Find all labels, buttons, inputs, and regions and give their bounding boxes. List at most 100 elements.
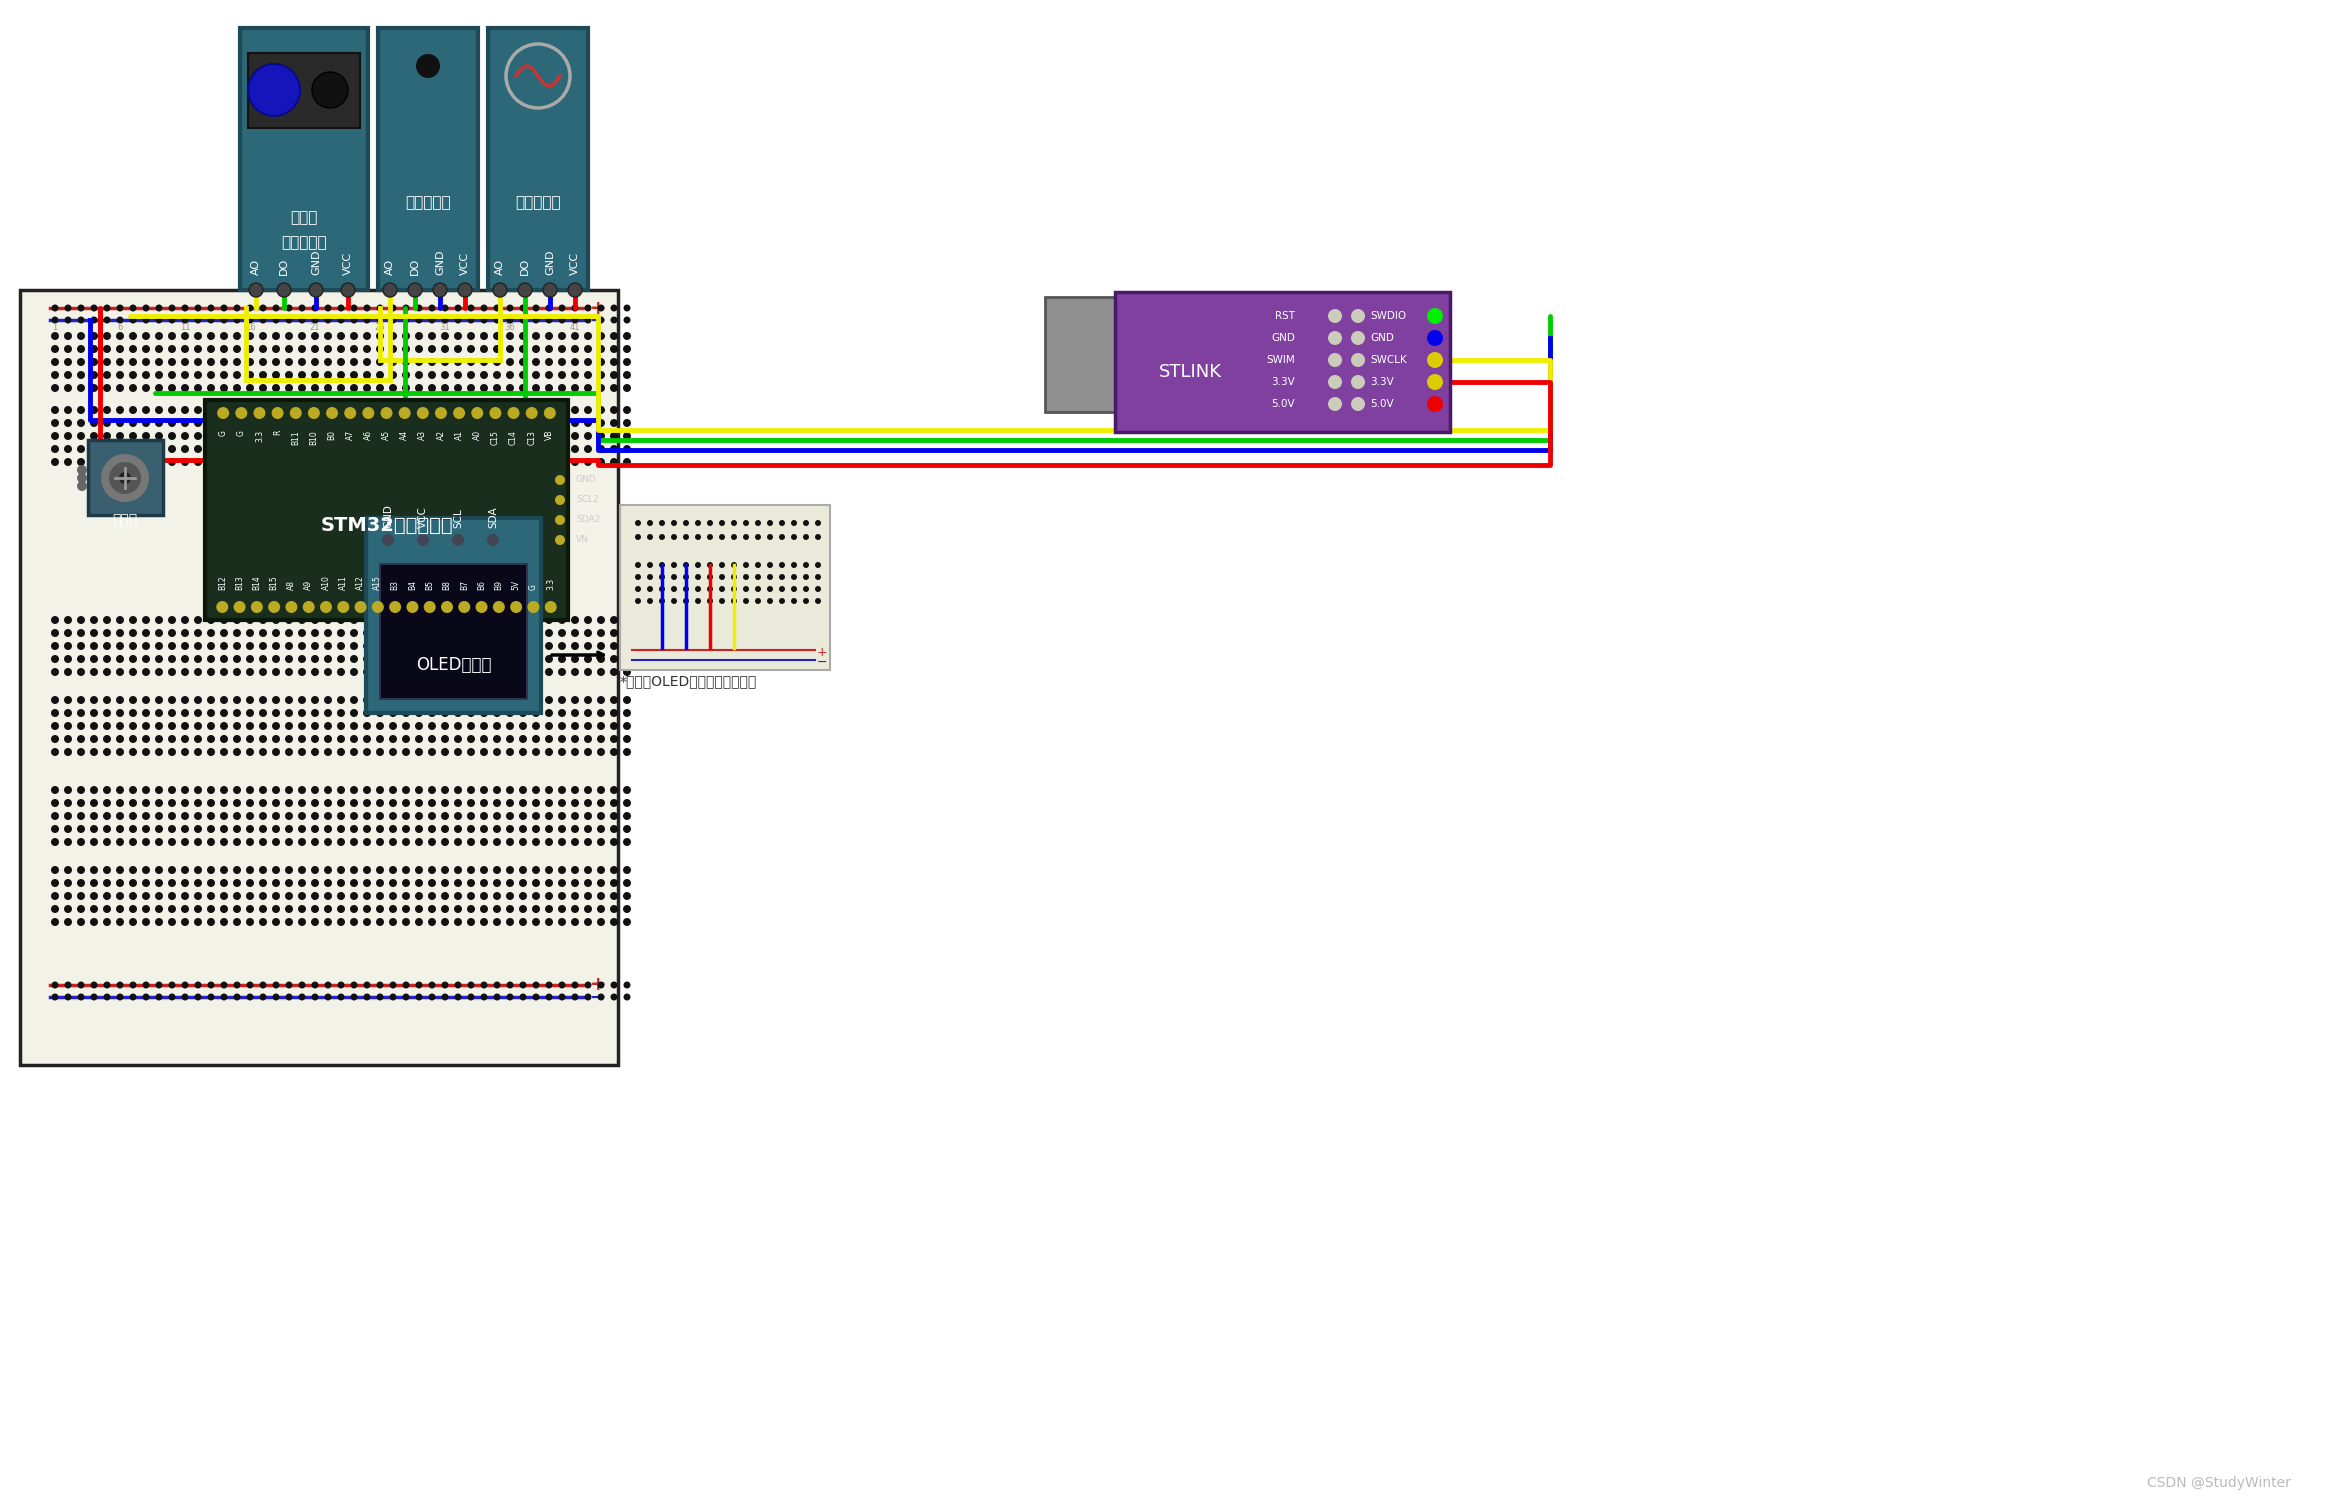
Circle shape	[1427, 330, 1443, 347]
Circle shape	[142, 629, 149, 636]
Text: B0: B0	[329, 429, 336, 440]
Circle shape	[247, 799, 254, 808]
Circle shape	[375, 458, 385, 465]
Circle shape	[401, 642, 410, 650]
Circle shape	[284, 432, 294, 440]
Circle shape	[298, 444, 305, 453]
Circle shape	[415, 629, 422, 636]
Circle shape	[338, 696, 345, 704]
Circle shape	[233, 799, 240, 808]
Circle shape	[103, 905, 112, 913]
Circle shape	[455, 654, 462, 663]
Circle shape	[51, 696, 58, 704]
Circle shape	[193, 458, 203, 465]
Circle shape	[233, 722, 240, 729]
Circle shape	[415, 866, 422, 874]
Circle shape	[350, 332, 359, 341]
Circle shape	[284, 747, 294, 757]
Circle shape	[233, 747, 240, 757]
Circle shape	[91, 305, 98, 312]
Circle shape	[284, 735, 294, 743]
Circle shape	[103, 735, 112, 743]
Circle shape	[545, 708, 552, 717]
Circle shape	[219, 735, 228, 743]
Circle shape	[755, 597, 760, 603]
Circle shape	[284, 359, 294, 366]
Circle shape	[324, 892, 331, 901]
Circle shape	[585, 405, 592, 414]
Circle shape	[597, 799, 606, 808]
Circle shape	[506, 615, 515, 624]
Circle shape	[531, 444, 541, 453]
Circle shape	[487, 534, 499, 546]
Circle shape	[324, 384, 331, 392]
Circle shape	[441, 696, 450, 704]
Circle shape	[492, 880, 501, 887]
Circle shape	[441, 866, 450, 874]
Circle shape	[338, 654, 345, 663]
Circle shape	[375, 359, 385, 366]
Circle shape	[91, 458, 98, 465]
Circle shape	[597, 708, 606, 717]
Circle shape	[429, 317, 436, 324]
Circle shape	[51, 880, 58, 887]
Circle shape	[622, 629, 632, 636]
Circle shape	[364, 384, 371, 392]
Circle shape	[441, 432, 450, 440]
Circle shape	[350, 696, 359, 704]
Circle shape	[168, 345, 177, 353]
Circle shape	[506, 332, 515, 341]
Circle shape	[156, 994, 163, 1001]
Circle shape	[415, 994, 422, 1001]
Circle shape	[585, 384, 592, 392]
Circle shape	[429, 982, 436, 989]
Circle shape	[375, 747, 385, 757]
Circle shape	[219, 905, 228, 913]
Circle shape	[233, 642, 240, 650]
Circle shape	[543, 407, 555, 419]
Circle shape	[492, 615, 501, 624]
Circle shape	[543, 284, 557, 297]
Circle shape	[732, 597, 737, 603]
Circle shape	[531, 317, 538, 324]
Circle shape	[350, 905, 359, 913]
Circle shape	[527, 600, 538, 612]
Circle shape	[193, 668, 203, 675]
Circle shape	[284, 826, 294, 833]
Circle shape	[375, 866, 385, 874]
Circle shape	[585, 787, 592, 794]
Circle shape	[193, 892, 203, 901]
Circle shape	[469, 317, 476, 324]
Circle shape	[508, 407, 520, 419]
Circle shape	[375, 629, 385, 636]
Circle shape	[375, 432, 385, 440]
Circle shape	[531, 654, 541, 663]
Circle shape	[259, 735, 268, 743]
Circle shape	[429, 359, 436, 366]
Circle shape	[571, 305, 578, 312]
Circle shape	[128, 799, 138, 808]
Circle shape	[128, 812, 138, 820]
Circle shape	[455, 444, 462, 453]
Circle shape	[273, 419, 280, 426]
Circle shape	[466, 668, 476, 675]
Circle shape	[557, 747, 566, 757]
Circle shape	[117, 444, 124, 453]
Circle shape	[154, 826, 163, 833]
Circle shape	[557, 432, 566, 440]
Circle shape	[233, 866, 240, 874]
Circle shape	[648, 573, 653, 579]
Circle shape	[520, 722, 527, 729]
Circle shape	[63, 654, 72, 663]
Circle shape	[77, 371, 84, 378]
Circle shape	[51, 615, 58, 624]
Circle shape	[494, 994, 501, 1001]
Circle shape	[182, 812, 189, 820]
Text: B11: B11	[291, 429, 301, 444]
Circle shape	[219, 812, 228, 820]
Circle shape	[284, 642, 294, 650]
Circle shape	[103, 405, 112, 414]
Circle shape	[520, 838, 527, 847]
Circle shape	[611, 432, 618, 440]
Circle shape	[455, 812, 462, 820]
